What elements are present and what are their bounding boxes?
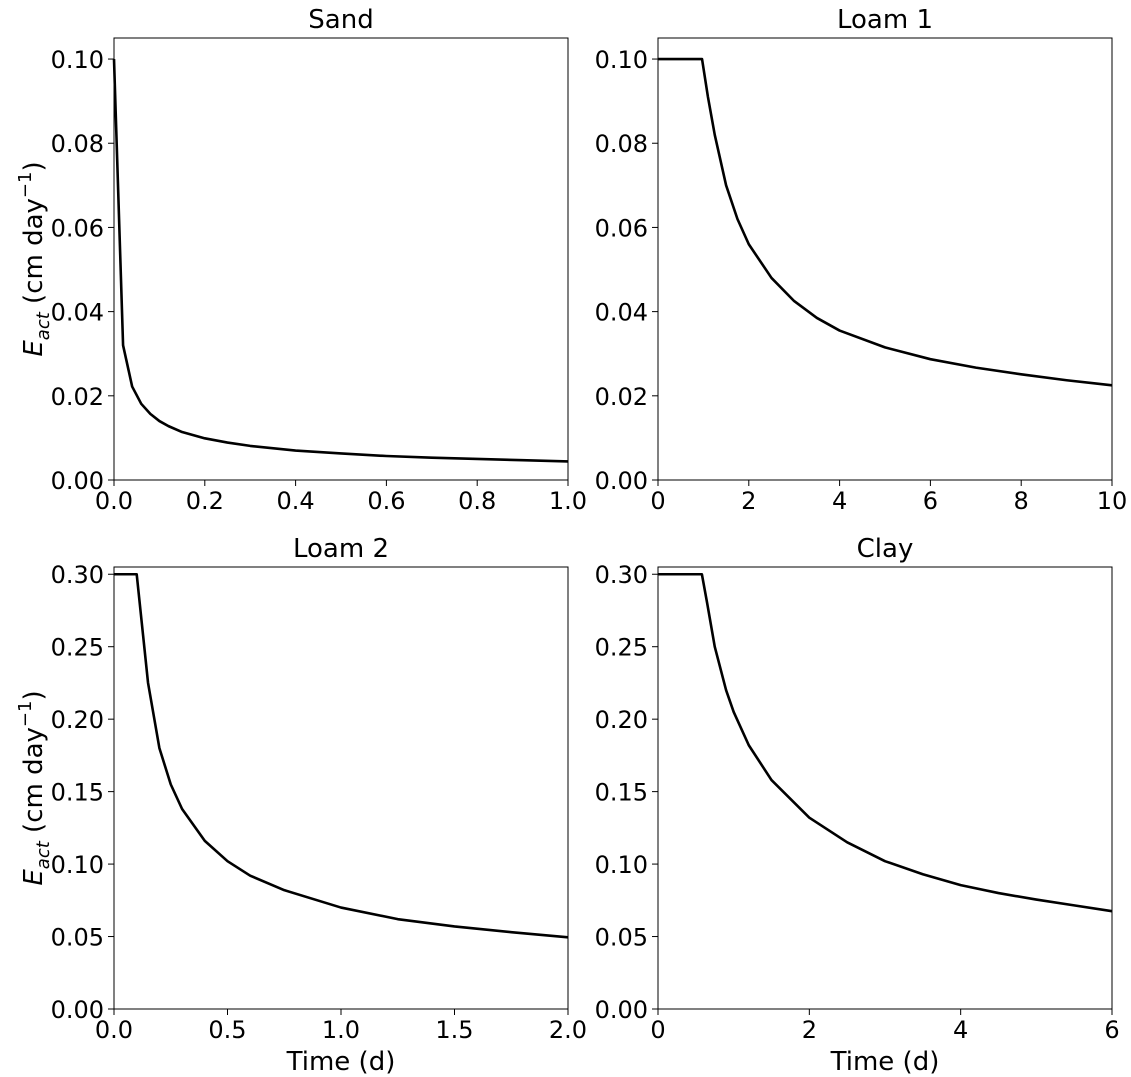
x-tick-label: 0.6 — [367, 487, 405, 515]
y-tick-label: 0.25 — [51, 634, 104, 662]
x-tick-label: 0.0 — [95, 487, 133, 515]
y-tick-label: 0.06 — [595, 214, 648, 242]
x-tick-label: 0.4 — [277, 487, 315, 515]
y-tick-label: 0.02 — [595, 383, 648, 411]
y-tick-label: 0.04 — [51, 299, 104, 327]
x-tick-label: 4 — [953, 1016, 968, 1044]
y-tick-label: 0.05 — [51, 924, 104, 952]
y-tick-label: 0.04 — [595, 299, 648, 327]
y-tick-label: 0.06 — [51, 214, 104, 242]
y-tick-label: 0.10 — [595, 46, 648, 74]
series-line — [112, 59, 569, 463]
panel-2: Loam 2 0.0 0.5 1.0 1.5 2.0 0.00 0.05 0.10 0.15 0.2… — [51, 534, 588, 1077]
y-tick-label: 0.05 — [595, 924, 648, 952]
y-tick-label: 0.15 — [51, 779, 104, 807]
panel-title: Clay — [857, 534, 914, 564]
y-tick-label: 0.02 — [51, 383, 104, 411]
plot-frame — [113, 566, 569, 1010]
x-tick-label: 1.0 — [549, 487, 587, 515]
y-tick-label: 0.00 — [51, 996, 104, 1024]
y-tick-label: 0.20 — [595, 706, 648, 734]
series-line — [114, 572, 569, 939]
x-tick-label: 0 — [650, 487, 665, 515]
x-tick-label: 6 — [923, 487, 938, 515]
x-tick-label: 0 — [650, 1016, 665, 1044]
y-tick-label: 0.10 — [51, 851, 104, 879]
series-line — [658, 57, 1113, 387]
x-tick-label: 2 — [741, 487, 756, 515]
y-tick-label: 0.25 — [595, 634, 648, 662]
x-tick-label: 6 — [1104, 1016, 1119, 1044]
y-tick-label: 0.30 — [595, 561, 648, 589]
y-tick-label: 0.08 — [51, 130, 104, 158]
panel-title: Loam 1 — [837, 5, 933, 35]
panel-3: Clay 0 2 4 6 0.00 0.05 0.10 0.15 0.20 0.25 0.30 Time… — [595, 534, 1120, 1077]
x-tick-label: 8 — [1014, 487, 1029, 515]
x-tick-label: 0.5 — [208, 1016, 246, 1044]
series-line — [658, 572, 1113, 913]
y-tick-label: 0.00 — [51, 467, 104, 495]
x-tick-label: 0.8 — [458, 487, 496, 515]
plot-frame — [657, 566, 1113, 1010]
x-tick-label: 1.0 — [322, 1016, 360, 1044]
panel-1: Loam 1 0 2 4 6 8 10 0.00 0.02 0.04 0.06 0.08 0.10 — [595, 5, 1128, 515]
y-axis-label-top: Eact (cm day−1) — [15, 161, 54, 356]
y-tick-label: 0.08 — [595, 130, 648, 158]
x-tick-label: 1.5 — [435, 1016, 473, 1044]
y-tick-label: 0.00 — [595, 996, 648, 1024]
x-tick-label: 10 — [1097, 487, 1128, 515]
plot-frame — [657, 37, 1113, 481]
y-tick-label: 0.10 — [595, 851, 648, 879]
x-axis-label: Time (d) — [286, 1047, 396, 1077]
panel-title: Loam 2 — [293, 534, 389, 564]
y-axis-label-bottom: Eact (cm day−1) — [15, 690, 54, 885]
x-tick-label: 0.0 — [95, 1016, 133, 1044]
x-tick-label: 2.0 — [549, 1016, 587, 1044]
x-axis-label: Time (d) — [830, 1047, 940, 1077]
y-tick-label: 0.30 — [51, 561, 104, 589]
y-tick-label: 0.15 — [595, 779, 648, 807]
plot-frame — [113, 37, 569, 481]
panel-title: Sand — [308, 5, 373, 35]
panel-0: Sand 0.0 0.2 0.4 0.6 0.8 1.0 0.00 0.02 0.04 0.06 0.… — [51, 5, 588, 515]
x-tick-label: 2 — [802, 1016, 817, 1044]
x-tick-label: 0.2 — [186, 487, 224, 515]
y-tick-label: 0.00 — [595, 467, 648, 495]
x-tick-label: 4 — [832, 487, 847, 515]
y-tick-label: 0.20 — [51, 706, 104, 734]
y-tick-label: 0.10 — [51, 46, 104, 74]
